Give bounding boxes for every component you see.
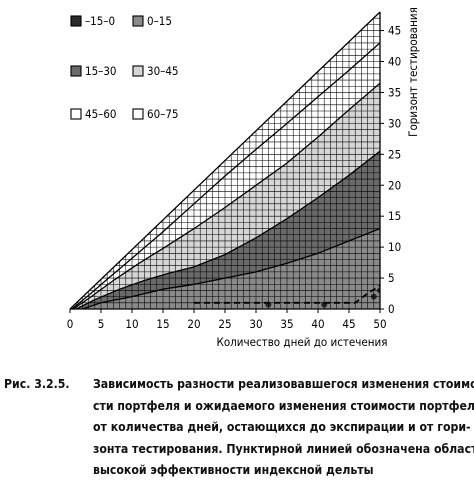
contour-lines — [71, 42, 380, 309]
legend-label: 45–60 — [85, 107, 117, 121]
y-axis-label: Горизонт тестирования — [406, 7, 420, 137]
diagonal-line — [69, 11, 381, 310]
y-tick-label: 40 — [388, 55, 401, 69]
contour-line — [82, 227, 380, 309]
legend-swatch — [132, 15, 144, 27]
caption-line: зонта тестирования. Пунктирной линией об… — [93, 441, 474, 456]
legend-swatch — [132, 108, 144, 120]
y-tick-label: 5 — [388, 271, 395, 285]
y-tick-label: 45 — [388, 24, 401, 38]
legend-label: 60–75 — [147, 107, 179, 121]
y-tick-label: 15 — [388, 209, 401, 223]
caption-line: высокой эффективности индексной дельты — [93, 463, 374, 477]
legend-label: 30–45 — [147, 64, 179, 78]
x-tick-label: 5 — [98, 317, 105, 331]
x-tick-label: 25 — [218, 317, 231, 331]
legend-label: –15–0 — [85, 14, 115, 28]
caption-text: Зависимость разности реализовавшегося из… — [93, 374, 474, 482]
x-tick-label: 35 — [280, 317, 293, 331]
legend-label: 15–30 — [85, 64, 117, 78]
y-tick-label: 30 — [388, 116, 401, 130]
x-tick-label: 30 — [249, 317, 262, 331]
x-tick-label: 20 — [187, 317, 200, 331]
caption-line: Зависимость разности реализовавшегося из… — [93, 377, 474, 391]
contour-line — [71, 42, 380, 309]
contour-line — [75, 150, 380, 309]
y-tick-label: 35 — [388, 85, 401, 99]
figure-label: Рис. 3.2.5. — [4, 377, 70, 391]
x-tick-label: 50 — [373, 317, 386, 331]
x-tick-label: 10 — [125, 317, 138, 331]
legend: –15–0 0–15 15–30 30–45 45–60 60–75 — [70, 14, 179, 121]
legend-swatch — [70, 108, 82, 120]
x-axis-ticks: 0 5 10 15 20 25 30 35 40 45 50 — [67, 309, 387, 331]
y-axis-ticks: 0 5 10 15 20 25 30 35 40 45 — [380, 24, 401, 316]
caption-line: сти портфеля и ожидаемого изменения стои… — [93, 398, 474, 413]
y-tick-label: 20 — [388, 178, 401, 192]
high-efficiency-region — [194, 284, 381, 304]
contour-line — [72, 82, 380, 309]
band-0-15 — [70, 228, 380, 309]
x-axis-label: Количество дней до истечения — [217, 335, 388, 349]
x-tick-label: 15 — [156, 317, 169, 331]
legend-swatch — [132, 65, 144, 77]
legend-label: 0–15 — [147, 14, 172, 28]
chart: 0 5 10 15 20 25 30 35 40 45 50 051015202530354045 … — [67, 7, 420, 349]
legend-swatch — [70, 65, 82, 77]
x-tick-label: 45 — [342, 317, 355, 331]
y-tick-label: 0 — [388, 302, 395, 316]
y-tick-label: 10 — [388, 240, 401, 254]
x-tick-label: 40 — [311, 317, 324, 331]
caption-line: от количества дней, остающихся до экспир… — [93, 420, 471, 434]
high-efficiency-dashed-line — [194, 284, 381, 304]
legend-swatch — [70, 15, 82, 27]
band-30-45 — [73, 83, 380, 309]
x-tick-label: 0 — [67, 317, 74, 331]
dark-region-mark — [377, 287, 380, 294]
y-tick-label: 25 — [388, 147, 401, 161]
